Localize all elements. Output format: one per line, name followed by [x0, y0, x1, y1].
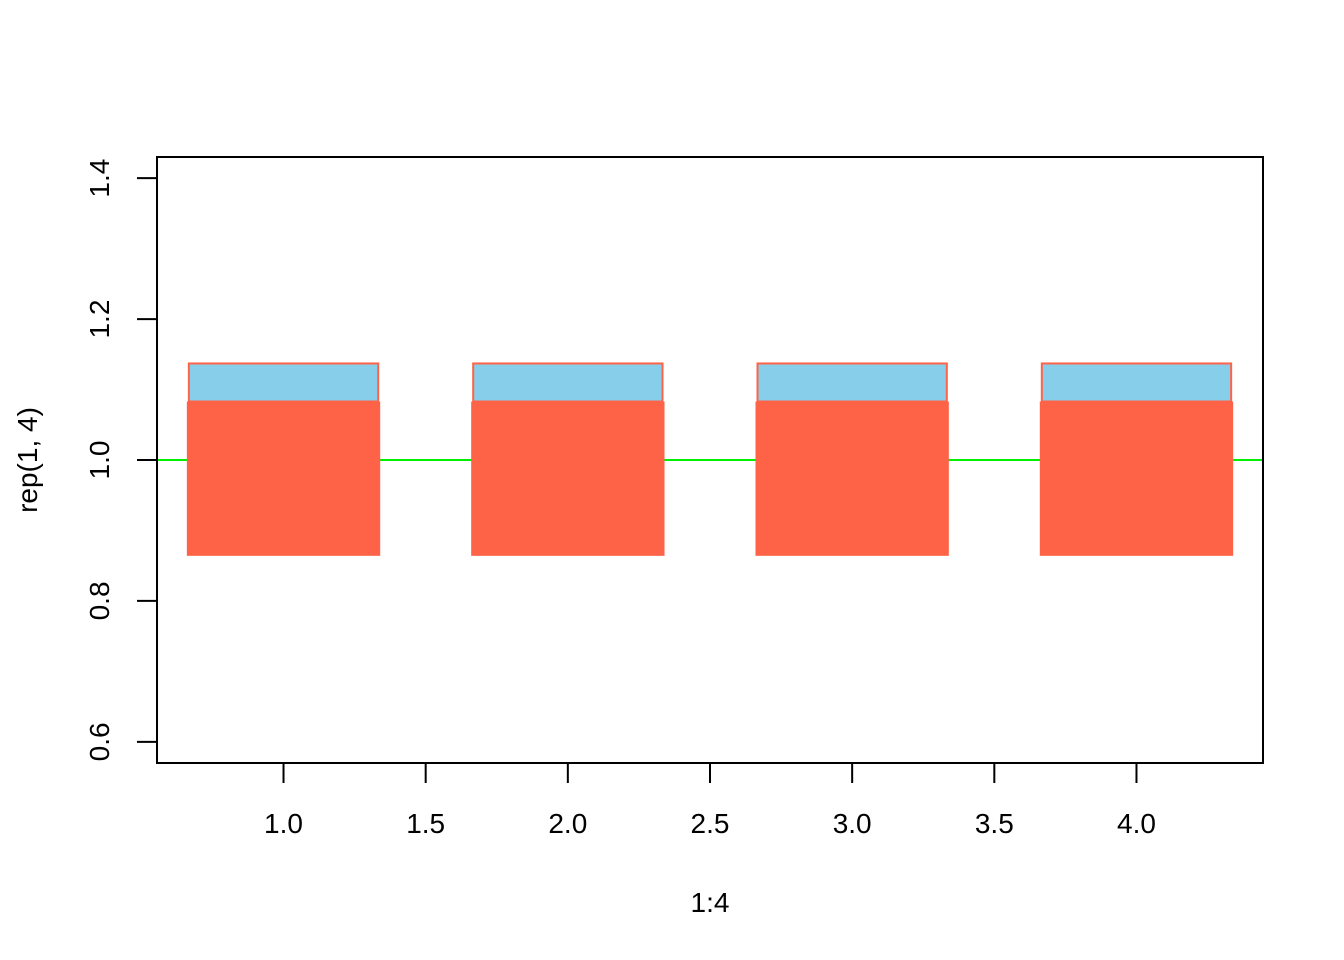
bar-lower-2: [471, 401, 665, 556]
bar-upper-1: [187, 362, 380, 403]
x-tick-label: 3.0: [833, 808, 872, 839]
bar-upper-3: [756, 362, 948, 403]
x-tick-label: 1.5: [406, 808, 445, 839]
y-tick-label: 1.2: [84, 300, 115, 339]
chart-marks: [186, 362, 1234, 556]
x-axis: 1.0 1.5 2.0 2.5 3.0 3.5 4.0: [264, 763, 1156, 839]
y-tick-label: 0.8: [84, 581, 115, 620]
x-axis-label: 1:4: [691, 887, 730, 918]
x-tick-label: 2.0: [548, 808, 587, 839]
bar-lower-3: [755, 401, 949, 556]
bar-upper-4: [1040, 362, 1233, 403]
x-tick-label: 4.0: [1117, 808, 1156, 839]
bar-upper-2: [472, 362, 664, 403]
bar-lower-1: [186, 401, 381, 556]
y-tick-label: 0.6: [84, 722, 115, 761]
x-tick-label: 3.5: [975, 808, 1014, 839]
y-tick-label: 1.0: [84, 441, 115, 480]
x-tick-label: 2.5: [691, 808, 730, 839]
y-axis: 0.6 0.8 1.0 1.2 1.4: [84, 159, 157, 761]
y-tick-label: 1.4: [84, 159, 115, 198]
x-tick-label: 1.0: [264, 808, 303, 839]
y-axis-label: rep(1, 4): [12, 407, 43, 513]
bar-lower-4: [1039, 401, 1234, 556]
